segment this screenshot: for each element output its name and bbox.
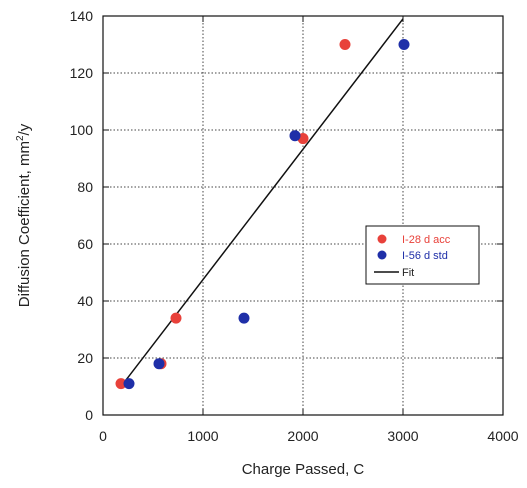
legend: I-28 d acc I-56 d std Fit [365,225,480,285]
x-tick-label: 3000 [387,428,418,444]
point-i56 [238,312,250,324]
legend-marker-i56 [377,250,387,260]
axis-ticks [102,15,504,416]
y-tick-label: 80 [77,179,93,195]
point-i28 [170,312,182,324]
y-axis-label-superscript: 2 [15,135,26,141]
x-tick-label: 0 [99,428,107,444]
y-tick-label: 0 [85,407,93,423]
point-i56 [398,39,410,50]
y-tick-label: 140 [70,8,94,24]
data-points [115,39,410,390]
point-i56 [153,358,165,370]
point-i56 [123,378,135,390]
point-i28 [339,39,351,50]
fit-line [120,18,404,387]
legend-label-i28: I-28 d acc [402,234,451,246]
y-axis-label: Diffusion Coefficient, mm2/y [15,123,33,307]
y-tick-label: 120 [70,65,94,81]
x-tick-label: 1000 [187,428,218,444]
point-i28 [115,378,127,390]
x-tick-label: 2000 [287,428,318,444]
tick-labels: 0 1000 2000 3000 4000 0 20 40 60 80 100 120 140 [70,8,519,444]
y-tick-label: 100 [70,122,94,138]
legend-label-fit: Fit [402,267,414,279]
y-tick-label: 40 [77,293,93,309]
y-axis-label-unit: /y [16,123,33,135]
legend-marker-i28 [377,234,387,244]
grid-lines [103,16,503,415]
y-tick-label: 20 [77,350,93,366]
y-tick-label: 60 [77,236,93,252]
x-axis-label: Charge Passed, C [242,461,365,478]
legend-label-i56: I-56 d std [402,250,448,262]
x-tick-label: 4000 [487,428,518,444]
y-axis-label-main: Diffusion Coefficient, mm [16,141,33,307]
point-i56 [289,130,301,142]
